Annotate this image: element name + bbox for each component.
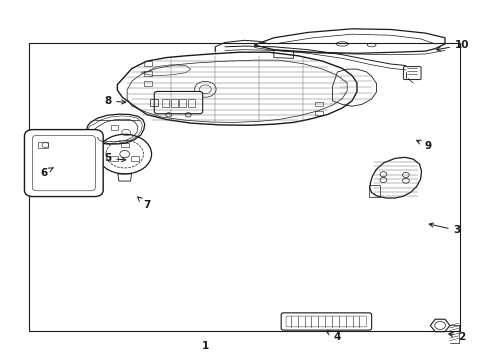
Text: 7: 7 <box>138 197 150 210</box>
Bar <box>188 99 195 107</box>
Bar <box>111 125 118 130</box>
Bar <box>368 185 379 197</box>
Bar <box>144 61 152 66</box>
Bar <box>38 142 48 148</box>
Bar <box>179 99 186 107</box>
FancyBboxPatch shape <box>403 67 420 80</box>
Text: 1: 1 <box>202 341 208 351</box>
Text: 4: 4 <box>325 331 341 342</box>
Bar <box>29 43 459 331</box>
Text: 2: 2 <box>448 332 465 342</box>
Text: 10: 10 <box>436 40 468 51</box>
Bar <box>110 156 118 161</box>
Bar <box>144 81 152 86</box>
Text: 6: 6 <box>41 168 53 178</box>
Text: 3: 3 <box>428 223 460 235</box>
Bar <box>170 99 177 107</box>
FancyBboxPatch shape <box>281 313 371 330</box>
Bar <box>315 102 323 106</box>
Bar <box>144 71 152 76</box>
Text: 5: 5 <box>104 153 125 163</box>
Text: 8: 8 <box>104 96 125 106</box>
Bar <box>162 99 168 107</box>
FancyBboxPatch shape <box>154 91 202 114</box>
Bar <box>131 157 139 161</box>
Text: 9: 9 <box>416 140 430 151</box>
Bar <box>150 99 158 106</box>
Bar <box>121 143 128 147</box>
Bar <box>315 111 323 115</box>
FancyBboxPatch shape <box>24 130 103 197</box>
